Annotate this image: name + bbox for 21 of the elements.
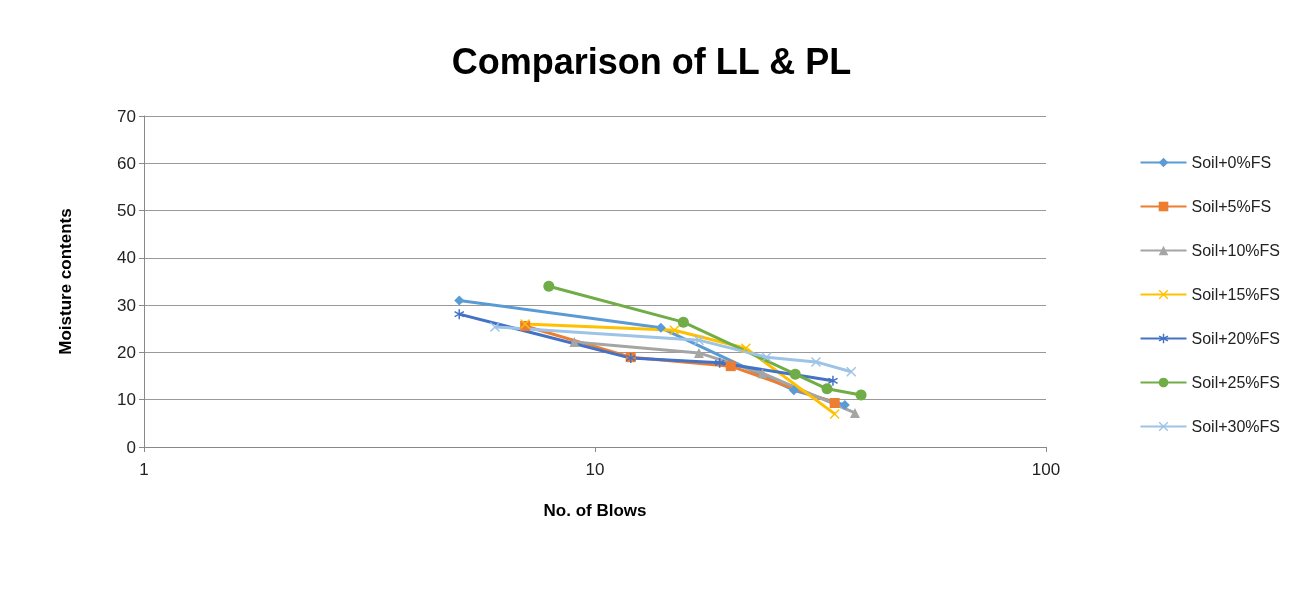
x-tick-label: 1 — [139, 460, 149, 479]
y-tick-label: 0 — [126, 437, 136, 457]
legend-label: Soil+5%FS — [1191, 198, 1272, 215]
y-tick-label: 10 — [117, 390, 136, 410]
legend-label: Soil+25%FS — [1191, 374, 1281, 391]
x-axis-title: No. of Blows — [543, 501, 647, 520]
y-tick-label: 60 — [117, 153, 136, 173]
legend-label: Soil+20%FS — [1191, 330, 1281, 347]
y-axis-title: Moisture contents — [56, 208, 75, 355]
y-tick-label: 20 — [117, 342, 136, 362]
x-tick-label: 100 — [1031, 460, 1061, 479]
y-tick-label: 70 — [117, 106, 136, 126]
legend-label: Soil+10%FS — [1191, 242, 1281, 259]
y-tick-label: 40 — [117, 248, 136, 268]
legend-label: Soil+0%FS — [1191, 154, 1272, 171]
x-tick-label: 10 — [585, 460, 605, 479]
legend-label: Soil+30%FS — [1191, 418, 1281, 435]
y-tick-label: 30 — [117, 295, 136, 315]
y-tick-label: 50 — [117, 201, 136, 221]
chart-title: Comparison of LL & PL — [451, 40, 852, 82]
legend-label: Soil+15%FS — [1191, 286, 1281, 303]
